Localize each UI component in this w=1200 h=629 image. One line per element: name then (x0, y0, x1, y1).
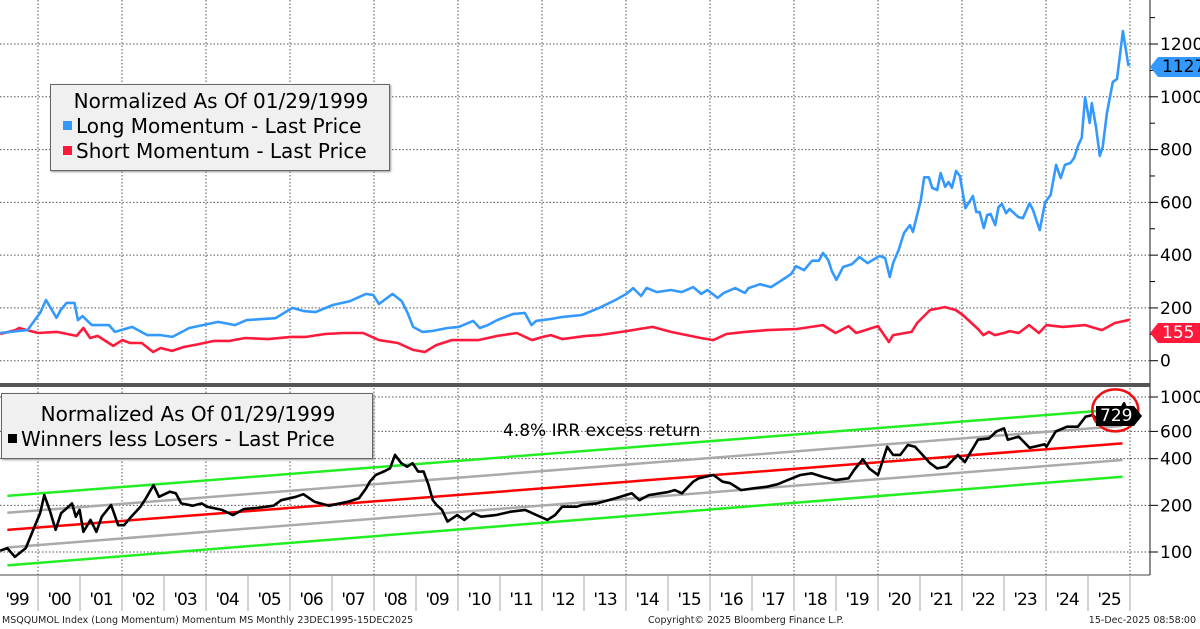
legend-label-wml: Winners less Losers - Last Price (21, 427, 335, 451)
lower-axis-tick-label: 200 (1160, 496, 1192, 516)
x-axis-tick-label: '18 (803, 590, 826, 610)
irr-annotation: 4.8% IRR excess return (503, 421, 700, 441)
x-axis-tick-label: '20 (887, 590, 910, 610)
x-axis-tick-label: '12 (551, 590, 574, 610)
trend-line-lower-band-inner (7, 458, 1123, 549)
x-axis-tick-label: '00 (47, 590, 70, 610)
x-axis-tick-label: '11 (509, 590, 532, 610)
x-axis-tick-label: '01 (89, 590, 112, 610)
legend-item-short: Short Momentum - Last Price (63, 139, 379, 164)
x-axis-tick-label: '23 (1013, 590, 1036, 610)
trend-line-trend (7, 442, 1123, 532)
trend-line-upper-band-inner (7, 424, 1123, 515)
x-axis-tick-label: '09 (425, 590, 448, 610)
x-axis-tick-label: '04 (215, 590, 238, 610)
highlight-circle (1091, 388, 1140, 433)
lower-axis-tick-label: 400 (1160, 450, 1192, 470)
upper-axis-tick-label: 1000 (1160, 88, 1200, 108)
footer-timestamp: 15-Dec-2025 08:58:00 (1088, 615, 1196, 626)
legend-swatch-short (63, 146, 72, 155)
legend-swatch-wml (8, 434, 17, 443)
upper-axis-tick-label: 200 (1160, 299, 1192, 319)
upper-legend-title: Normalized As Of 01/29/1999 (73, 89, 369, 113)
panel-separator (0, 383, 1150, 387)
x-axis-tick-label: '07 (341, 590, 364, 610)
last-value-tag-long: 1127 (1150, 57, 1200, 77)
upper-plot-area (0, 0, 1150, 383)
x-axis-tick-label: '02 (131, 590, 154, 610)
x-axis-tick-label: '22 (971, 590, 994, 610)
last-value-tag-short: 155 (1150, 323, 1200, 343)
upper-legend: Normalized As Of 01/29/1999 Long Momentu… (50, 84, 390, 171)
legend-item-long: Long Momentum - Last Price (63, 114, 379, 139)
trend-line-upper-band-outer (7, 407, 1123, 498)
last-value-tag-wml: 729 (1096, 406, 1142, 426)
upper-axis-tick-label: 1200 (1160, 35, 1200, 55)
upper-axis-tick-label: 0 (1160, 352, 1171, 372)
legend-item-wml: Winners less Losers - Last Price (8, 427, 362, 452)
x-axis-tick-label: '14 (635, 590, 658, 610)
lower-axis-tick-label: 1000 (1160, 388, 1200, 408)
x-axis-tick-label: '13 (593, 590, 616, 610)
x-axis-tick-label: '16 (719, 590, 742, 610)
legend-label-long: Long Momentum - Last Price (76, 114, 362, 138)
upper-axis-tick-label: 800 (1160, 141, 1192, 161)
footer-source: MSQQUMOL Index (Long Momentum) Momentum … (2, 615, 414, 626)
x-axis-tick-label: '17 (761, 590, 784, 610)
lower-legend: Normalized As Of 01/29/1999 Winners less… (1, 393, 373, 459)
x-axis-tick-label: '19 (845, 590, 868, 610)
series-short-momentum-line (0, 305, 1130, 354)
x-axis-tick-label: '24 (1055, 590, 1078, 610)
x-axis-tick-label: '05 (257, 590, 280, 610)
x-axis-tick-label: '25 (1097, 590, 1120, 610)
x-axis-tick-label: '21 (929, 590, 952, 610)
lower-legend-title: Normalized As Of 01/29/1999 (40, 402, 336, 426)
upper-axis-tick-label: 400 (1160, 246, 1192, 266)
footer-copyright: Copyright© 2025 Bloomberg Finance L.P. (648, 615, 844, 626)
upper-axis-tick-label: 600 (1160, 193, 1192, 213)
legend-swatch-long (63, 121, 72, 130)
x-axis-tick-label: '99 (5, 590, 28, 610)
series-winners-less-losers-line (0, 402, 1131, 559)
x-axis-tick-label: '03 (173, 590, 196, 610)
lower-axis-tick-label: 100 (1160, 543, 1192, 563)
legend-label-short: Short Momentum - Last Price (76, 139, 367, 163)
series-long-momentum-line (0, 29, 1131, 339)
trend-line-lower-band-outer (7, 475, 1123, 567)
x-axis-tick-label: '10 (467, 590, 490, 610)
x-axis-tick-label: '15 (677, 590, 700, 610)
x-axis-tick-label: '06 (299, 590, 322, 610)
x-axis-tick-label: '08 (383, 590, 406, 610)
lower-axis-tick-label: 600 (1160, 422, 1192, 442)
